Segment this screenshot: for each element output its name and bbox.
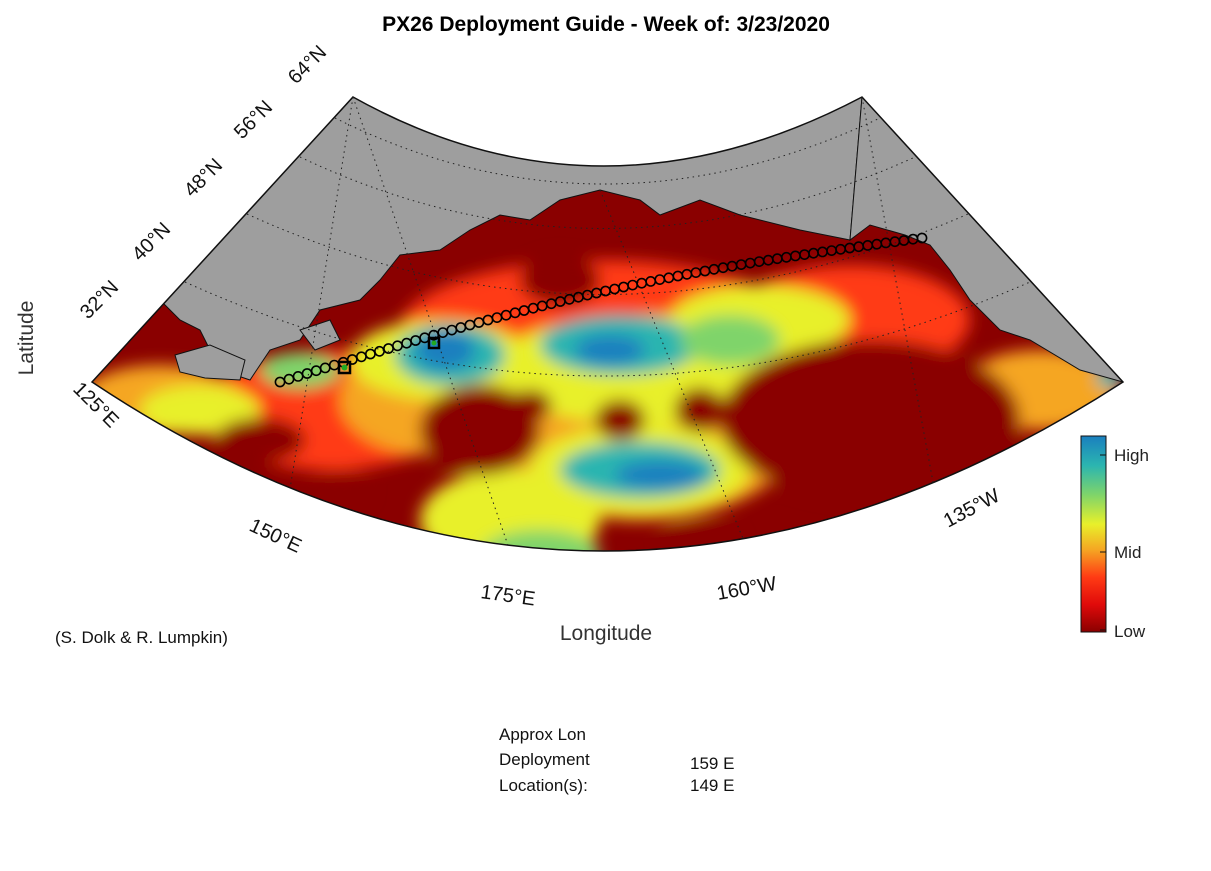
track-point	[916, 232, 928, 244]
lon-tick-175e: 175°E	[479, 581, 536, 610]
lon-tick-160w: 160°W	[715, 573, 778, 605]
land	[92, 97, 1123, 383]
info-heading: Approx Lon	[499, 725, 586, 744]
deploy-marker-149e	[427, 336, 441, 350]
credit-text: (S. Dolk & R. Lumpkin)	[55, 628, 228, 647]
deployment-markers	[337, 336, 441, 375]
ship-track	[274, 232, 928, 388]
info-row1-value: 159 E	[690, 754, 735, 773]
lon-tick-135w: 135°W	[940, 485, 1004, 533]
deploy-marker-159e	[337, 360, 352, 375]
lat-tick-32: 32°N	[76, 276, 123, 323]
y-axis-label: Latitude	[15, 301, 38, 376]
colorbar-gradient	[1080, 435, 1107, 633]
map-frame	[92, 97, 1123, 551]
lat-tick-56: 56°N	[230, 96, 277, 143]
colorbar-label-low: Low	[1114, 622, 1146, 641]
colorbar-label-mid: Mid	[1114, 543, 1141, 562]
map-outline	[90, 96, 1125, 552]
colorbar: High Mid Low	[1080, 435, 1149, 641]
lat-tick-48: 48°N	[180, 154, 227, 201]
lon-tick-150e: 150°E	[246, 515, 305, 558]
info-row2-label: Location(s):	[499, 776, 588, 795]
colorbar-label-high: High	[1114, 446, 1149, 465]
graticule	[184, 97, 1031, 551]
lat-tick-64: 64°N	[284, 41, 331, 88]
chart-title: PX26 Deployment Guide - Week of: 3/23/20…	[382, 13, 830, 36]
info-row2-value: 149 E	[690, 776, 735, 795]
info-row1-label: Deployment	[499, 750, 590, 769]
lat-tick-40: 40°N	[128, 218, 175, 265]
x-axis-label: Longitude	[560, 622, 652, 645]
